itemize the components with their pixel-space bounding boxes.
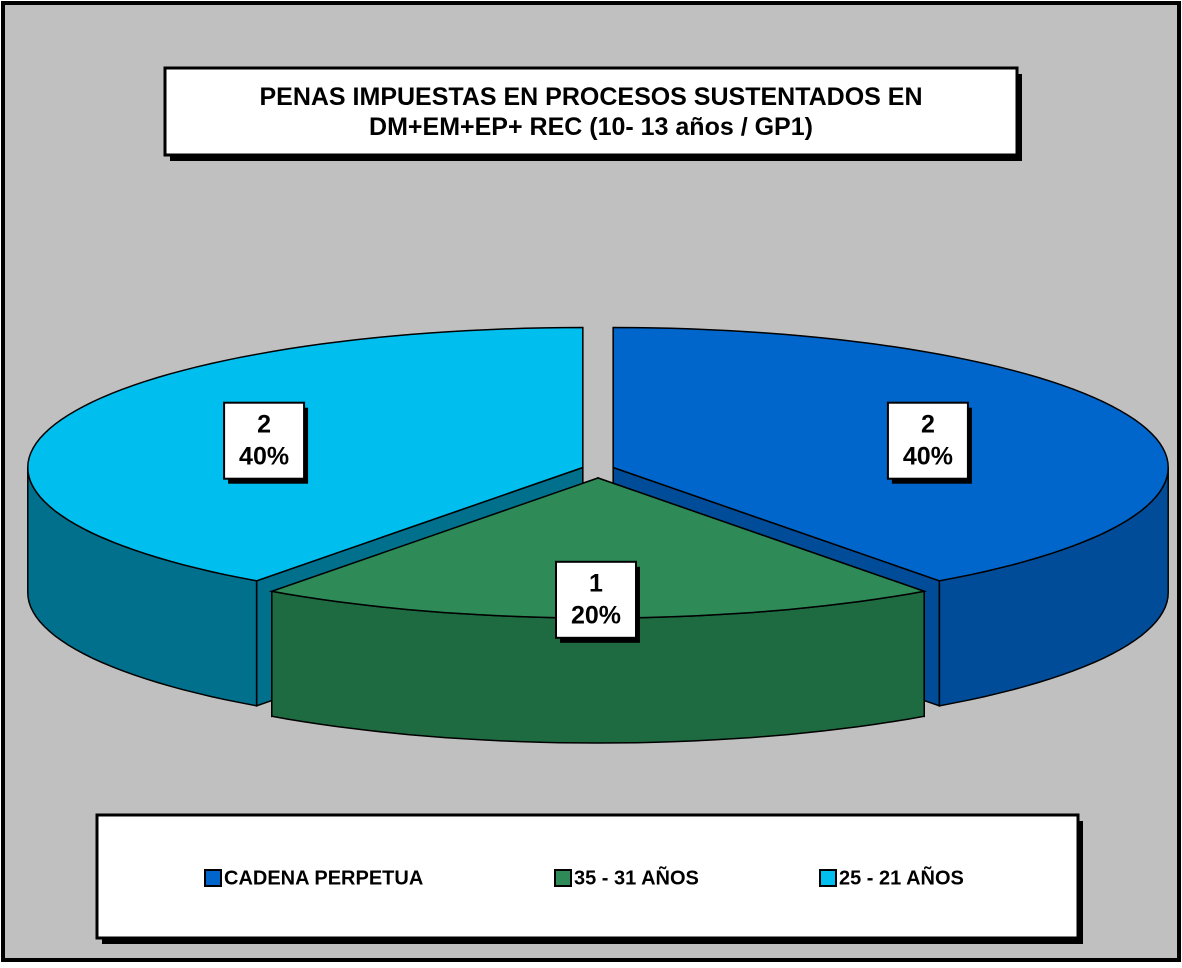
data-label: 2 (257, 410, 271, 438)
chart-title: PENAS IMPUESTAS EN PROCESOS SUSTENTADOS … (259, 83, 923, 141)
legend-label: 25 - 21 AÑOS (839, 866, 964, 889)
legend-swatch (819, 869, 837, 887)
data-label: 40% (239, 442, 289, 470)
pie (27, 326, 1169, 744)
legend-box (95, 813, 1080, 940)
data-label: 20% (571, 601, 621, 629)
legend: CADENA PERPETUA 35 - 31 AÑOS 25 - 21 AÑOS (204, 866, 964, 889)
data-label: 2 (921, 410, 935, 438)
title-wrap: PENAS IMPUESTAS EN PROCESOS SUSTENTADOS … (259, 83, 923, 141)
title-box (163, 66, 1019, 157)
labels: 2 40% 1 20% 2 40% (223, 401, 972, 643)
label-box (886, 401, 969, 480)
legend-swatch (204, 869, 222, 887)
legend-label: 35 - 31 AÑOS (574, 866, 699, 889)
label-box (223, 401, 306, 480)
data-label: 40% (903, 442, 953, 470)
legend-label: CADENA PERPETUA (224, 867, 423, 889)
legend-swatch (554, 869, 572, 887)
label-box (555, 560, 637, 639)
data-label: 1 (589, 569, 603, 597)
